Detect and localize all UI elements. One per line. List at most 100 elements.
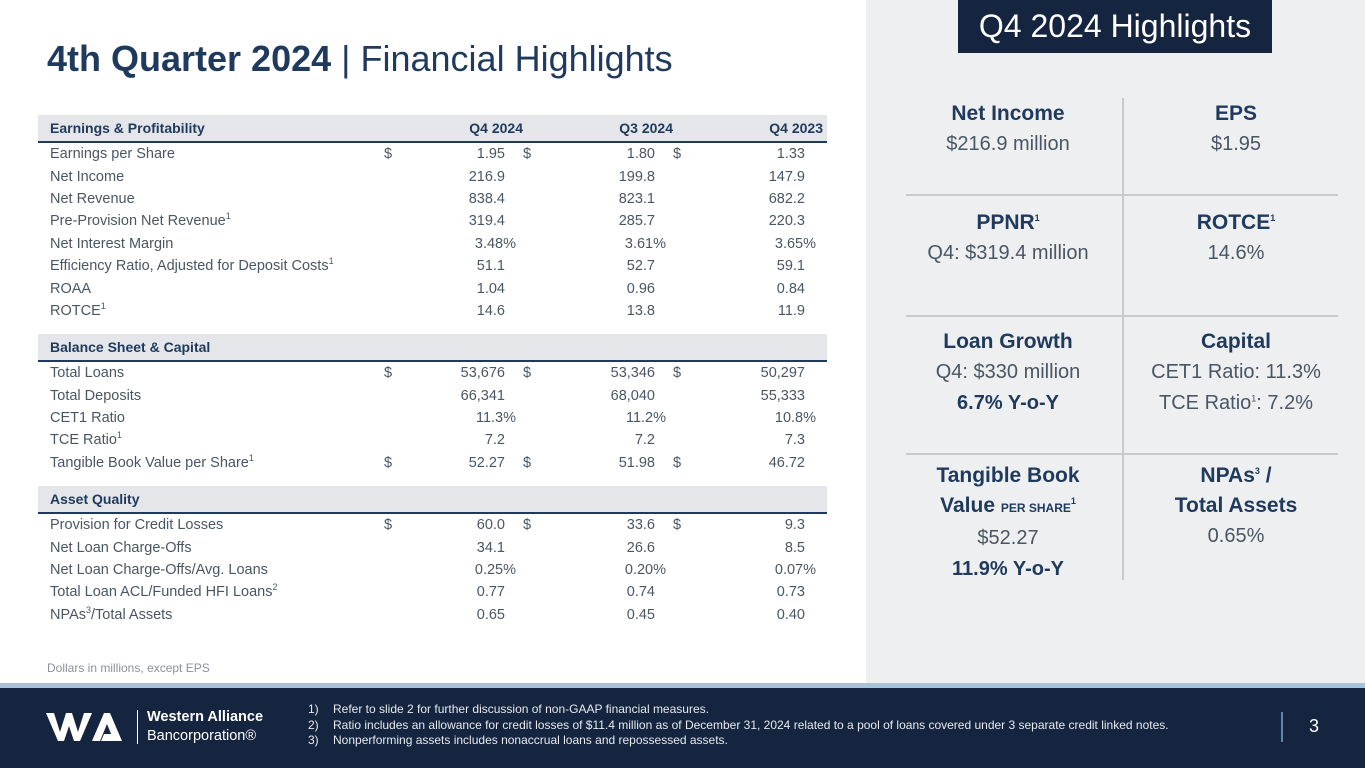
cell-value: 46.72 — [768, 454, 805, 471]
table-cell: 68,040 — [523, 388, 673, 404]
metric-heading: EPS — [1214, 102, 1258, 125]
table-row: Net Loan Charge-Offs 34.1 26.6 8.5 — [38, 536, 827, 558]
wa-logo-icon — [46, 713, 122, 741]
cell-value: 0.84 — [776, 280, 805, 297]
currency-symbol: $ — [523, 365, 532, 382]
row-label: NPAs3/Total Assets — [50, 605, 173, 623]
row-label: Total Loans — [50, 365, 125, 382]
cell-value: 147.9 — [768, 168, 805, 185]
table-cell: 199.8 — [523, 169, 673, 185]
cell-value: 0.96 — [626, 280, 655, 297]
cell-value: 285.7 — [618, 213, 655, 230]
metric-value: 14.6% — [1207, 242, 1265, 264]
company-name-line2: Bancorporation® — [147, 728, 257, 744]
grid-divider — [906, 315, 1338, 317]
footnote: 2) Ratio includes an allowance for credit… — [308, 717, 1169, 732]
metric-capital: Capital CET1 Ratio: 11.3% TCE Ratio1: 7.… — [1128, 327, 1344, 419]
table-cell: 7.2 — [378, 432, 523, 448]
section-header: Asset Quality — [38, 486, 827, 515]
cell-value: 7.3 — [784, 432, 805, 449]
metric-subvalue: 6.7% Y-o-Y — [957, 392, 1059, 414]
row-label: Net Loan Charge-Offs/Avg. Loans — [50, 562, 268, 579]
page-number: 3 — [1309, 716, 1320, 736]
metric-value-2: TCE Ratio1: 7.2% — [1159, 392, 1313, 414]
table-row: Provision for Credit Losses $60.0 $33.6 $9.… — [38, 514, 827, 536]
cell-value: 220.3 — [768, 213, 805, 230]
footnotes: 1) Refer to slide 2 for further discussio… — [308, 702, 1169, 749]
cell-value: 33.6 — [626, 517, 655, 534]
metric-eps: EPS $1.95 — [1128, 99, 1344, 160]
metric-heading-2: Total Assets — [1174, 494, 1298, 517]
table-cell: 66,341 — [378, 388, 523, 404]
metric-value: $216.9 million — [946, 133, 1070, 155]
metric-heading: Loan Growth — [943, 330, 1073, 353]
table-row: Earnings per Share $1.95 $1.80 $1.33 — [38, 143, 827, 165]
metric-loan-growth: Loan Growth Q4: $330 million 6.7% Y-o-Y — [900, 327, 1116, 419]
metric-heading-2: Value PER SHARE1 — [940, 494, 1076, 517]
table-cell: 3.48% — [378, 236, 523, 252]
cell-value: 26.6 — [626, 539, 655, 556]
footer: Western Alliance Bancorporation® 1) Refer… — [0, 688, 1365, 768]
table-footnote: Dollars in millions, except EPS — [47, 661, 210, 675]
section-title: Asset Quality — [50, 491, 140, 508]
cell-value: 199.8 — [618, 168, 655, 185]
cell-value: 0.25% — [474, 562, 516, 579]
section-title: Balance Sheet & Capital — [50, 339, 211, 356]
cell-value: 0.73 — [776, 584, 805, 601]
currency-symbol: $ — [673, 146, 682, 163]
cell-value: 51.1 — [476, 258, 505, 275]
table-cell: 0.77 — [378, 584, 523, 600]
metric-subvalue: 11.9% Y-o-Y — [952, 558, 1064, 580]
cell-value: 3.48% — [474, 235, 516, 252]
highlights-panel — [866, 0, 1365, 683]
table-cell: 3.61% — [523, 236, 673, 252]
table-cell: 34.1 — [378, 540, 523, 556]
table-row: Total Loans $53,676 $53,346 $50,297 — [38, 362, 827, 384]
table-cell: $52.27 — [378, 455, 523, 471]
row-label: TCE Ratio1 — [50, 430, 122, 449]
table-cell: 26.6 — [523, 540, 673, 556]
table-cell: $50,297 — [673, 365, 823, 381]
cell-value: 3.61% — [624, 235, 666, 252]
currency-symbol: $ — [384, 517, 393, 534]
table-cell: $9.3 — [673, 517, 823, 533]
table-cell: 0.45 — [523, 607, 673, 623]
table-cell: 10.8% — [673, 410, 823, 426]
currency-symbol: $ — [673, 517, 682, 534]
table-row: ROTCE1 14.6 13.8 11.9 — [38, 300, 827, 322]
table-row: Net Revenue 838.4 823.1 682.2 — [38, 188, 827, 210]
grid-divider — [906, 194, 1338, 196]
table-cell: $53,346 — [523, 365, 673, 381]
cell-value: 52.27 — [468, 454, 505, 471]
metric-value: 0.65% — [1207, 525, 1265, 547]
table-row: Efficiency Ratio, Adjusted for Deposit C… — [38, 255, 827, 277]
cell-value: 59.1 — [776, 258, 805, 275]
column-header: Q3 2024 — [619, 120, 673, 136]
metric-value: $1.95 — [1210, 133, 1262, 155]
table-cell: $33.6 — [523, 517, 673, 533]
cell-value: 1.04 — [476, 280, 505, 297]
currency-symbol: $ — [523, 146, 532, 163]
metric-value: $52.27 — [977, 527, 1039, 549]
table-cell: $1.95 — [378, 146, 523, 162]
cell-value: 7.2 — [634, 432, 655, 449]
cell-value: 838.4 — [468, 190, 505, 207]
metric-net-income: Net Income $216.9 million — [900, 99, 1116, 160]
metric-rotce: ROTCE1 14.6% — [1128, 208, 1344, 269]
cell-value: 66,341 — [460, 387, 505, 404]
metric-heading: ROTCE1 — [1196, 211, 1276, 234]
metric-heading: Tangible Book — [936, 464, 1080, 487]
section-gap — [38, 322, 827, 334]
row-label: Provision for Credit Losses — [50, 517, 224, 534]
row-label: Total Deposits — [50, 387, 142, 404]
table-cell: 11.9 — [673, 303, 823, 319]
table-row: Tangible Book Value per Share1 $52.27 $51.… — [38, 452, 827, 474]
cell-value: 55,333 — [760, 387, 805, 404]
currency-symbol: $ — [384, 146, 393, 163]
cell-value: 51.98 — [618, 454, 655, 471]
table-cell: 823.1 — [523, 191, 673, 207]
table-cell: $60.0 — [378, 517, 523, 533]
cell-value: 216.9 — [468, 168, 505, 185]
table-cell: 0.74 — [523, 584, 673, 600]
company-logo: Western Alliance Bancorporation® — [46, 708, 263, 746]
